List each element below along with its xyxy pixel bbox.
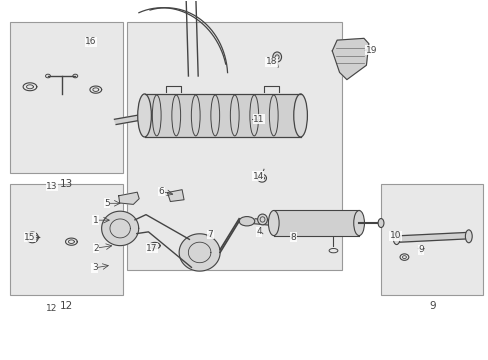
Bar — [10, 184, 122, 295]
Ellipse shape — [257, 214, 267, 225]
Text: 12: 12 — [46, 304, 58, 313]
Bar — [380, 184, 483, 295]
Ellipse shape — [392, 231, 399, 244]
Text: 13: 13 — [46, 182, 58, 191]
Polygon shape — [395, 232, 468, 242]
Text: 10: 10 — [389, 231, 401, 240]
Text: 7: 7 — [207, 230, 213, 239]
Ellipse shape — [138, 94, 151, 137]
Text: 8: 8 — [290, 233, 296, 242]
Text: 9: 9 — [428, 301, 435, 311]
Text: 15: 15 — [24, 233, 36, 242]
Ellipse shape — [353, 211, 364, 235]
Text: 11: 11 — [253, 114, 264, 123]
Bar — [273, 211, 358, 235]
Ellipse shape — [268, 211, 279, 235]
Text: 18: 18 — [265, 57, 277, 66]
Ellipse shape — [239, 217, 254, 226]
Text: 4: 4 — [256, 228, 262, 237]
Text: 3: 3 — [92, 264, 98, 273]
Text: 17: 17 — [146, 244, 157, 253]
Text: 6: 6 — [159, 187, 164, 196]
Ellipse shape — [465, 230, 471, 243]
Polygon shape — [179, 234, 220, 271]
Polygon shape — [114, 115, 140, 125]
Ellipse shape — [293, 94, 307, 137]
Text: 16: 16 — [85, 37, 97, 46]
Text: 12: 12 — [60, 301, 73, 311]
Text: 19: 19 — [365, 46, 376, 55]
Ellipse shape — [377, 219, 383, 228]
Text: 5: 5 — [104, 199, 110, 208]
Text: 1: 1 — [93, 216, 99, 225]
Polygon shape — [102, 211, 139, 246]
Polygon shape — [254, 219, 274, 225]
Bar — [127, 22, 341, 270]
Polygon shape — [331, 39, 368, 80]
Polygon shape — [119, 192, 139, 204]
Text: 9: 9 — [417, 246, 423, 255]
Bar — [144, 94, 300, 137]
Text: 2: 2 — [93, 244, 99, 253]
Text: 13: 13 — [60, 179, 73, 189]
Ellipse shape — [272, 52, 281, 62]
Polygon shape — [167, 190, 183, 202]
Bar — [10, 22, 122, 173]
Text: 14: 14 — [252, 172, 264, 181]
